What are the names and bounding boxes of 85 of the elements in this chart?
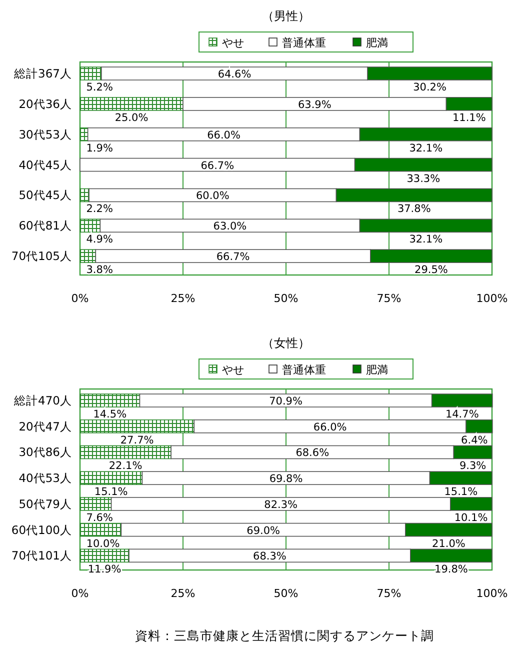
chart-title: （男性）: [262, 9, 310, 23]
data-label: 37.8%: [397, 203, 431, 216]
bar: [80, 249, 96, 263]
data-label: 5.2%: [86, 82, 113, 94]
y-tick-label: 20代36人: [18, 96, 72, 111]
data-label: 3.8%: [86, 264, 113, 276]
data-label: 69.0%: [246, 524, 280, 537]
x-tick-label: 75%: [376, 292, 402, 305]
data-label: 22.1%: [108, 460, 142, 472]
data-label: 1.9%: [86, 142, 113, 154]
bar: [80, 97, 184, 111]
bar: [80, 218, 101, 233]
y-tick-label: 60代100人: [11, 522, 72, 537]
data-label: 30.2%: [413, 82, 446, 94]
bar: [80, 419, 195, 434]
legend-label: やせ: [222, 36, 244, 50]
bar: [80, 66, 102, 80]
data-label: 68.3%: [253, 550, 286, 563]
data-label: 10.1%: [454, 512, 488, 524]
x-tick-label: 25%: [170, 292, 196, 305]
x-tick-label: 50%: [274, 292, 298, 305]
y-tick-label: 総計470人: [13, 394, 72, 408]
data-label: 32.1%: [409, 234, 443, 246]
data-label: 70.9%: [269, 396, 302, 408]
series-label: 普通体重: [282, 364, 326, 376]
data-label: 68.6%: [296, 447, 330, 460]
x-tick-label: 50%: [274, 587, 298, 600]
data-label: 69.8%: [269, 473, 303, 486]
chart-title: （女性）: [262, 336, 310, 350]
bar: [80, 394, 140, 408]
y-tick-label: 総計367人: [13, 66, 72, 80]
y-tick-label: 60代81人: [18, 218, 72, 233]
data-label: 15.1%: [94, 486, 128, 498]
x-tick-label: 75%: [376, 587, 402, 600]
y-tick-label: 30代86人: [18, 445, 72, 460]
data-label: 2.2%: [86, 203, 113, 216]
data-label: 63.0%: [213, 220, 247, 233]
bar: [80, 522, 122, 537]
y-tick-label: 30代53人: [18, 127, 72, 142]
data-label: 6.4%: [461, 434, 488, 446]
data-label: 82.3%: [264, 498, 298, 511]
data-label: 66.7%: [216, 251, 250, 264]
data-label: 21.0%: [432, 538, 466, 550]
y-tick-label: 40代45人: [18, 158, 72, 172]
data-label: 66.7%: [200, 160, 234, 172]
y-tick-label: 40代53人: [18, 471, 72, 486]
data-label: 63.9%: [298, 98, 332, 111]
text: 資料：三島市健康と生活習慣に関するアンケート調: [135, 628, 434, 643]
data-label: 14.5%: [93, 408, 127, 420]
bar: [80, 548, 130, 563]
bar: [80, 188, 90, 202]
data-label: 7.6%: [86, 512, 113, 524]
x-tick-label: 0%: [71, 292, 89, 305]
data-label: 64.6%: [218, 68, 252, 80]
x-tick-label: 0%: [71, 587, 89, 600]
y-tick-label: 50代79人: [18, 496, 72, 511]
data-label: 4.9%: [86, 234, 113, 246]
legend-label: やせ: [222, 364, 244, 376]
data-label: 25.0%: [114, 112, 148, 124]
data-label: 32.1%: [409, 142, 443, 154]
bar: [80, 471, 143, 485]
data-label: 9.3%: [460, 460, 486, 472]
x-tick-label: 100%: [476, 292, 508, 305]
data-label: 33.3%: [406, 172, 440, 185]
data-label: 10.0%: [86, 538, 120, 550]
data-label: 27.7%: [120, 434, 154, 446]
legend-label: 肥満: [366, 364, 388, 376]
x-tick-label: 25%: [170, 587, 196, 600]
data-label: 66.0%: [207, 129, 240, 142]
bar: [80, 497, 112, 511]
data-label: 15.1%: [444, 486, 478, 498]
legend-label: 肥満: [366, 36, 388, 50]
y-tick-label: 50代45人: [18, 188, 72, 202]
data-label: 60.0%: [196, 190, 230, 202]
data-label: 29.5%: [414, 264, 448, 276]
bar: [80, 445, 172, 460]
data-label: 14.7%: [445, 408, 479, 420]
y-tick-label: 70代101人: [11, 548, 72, 563]
data-label: 11.1%: [452, 112, 486, 124]
y-tick-label: 20代47人: [18, 419, 72, 434]
series-label: 普通体重: [282, 36, 326, 50]
data-label: 66.0%: [313, 421, 347, 434]
x-tick-label: 100%: [476, 587, 508, 600]
bar: [80, 127, 88, 142]
y-tick-label: 70代105人: [11, 249, 72, 264]
